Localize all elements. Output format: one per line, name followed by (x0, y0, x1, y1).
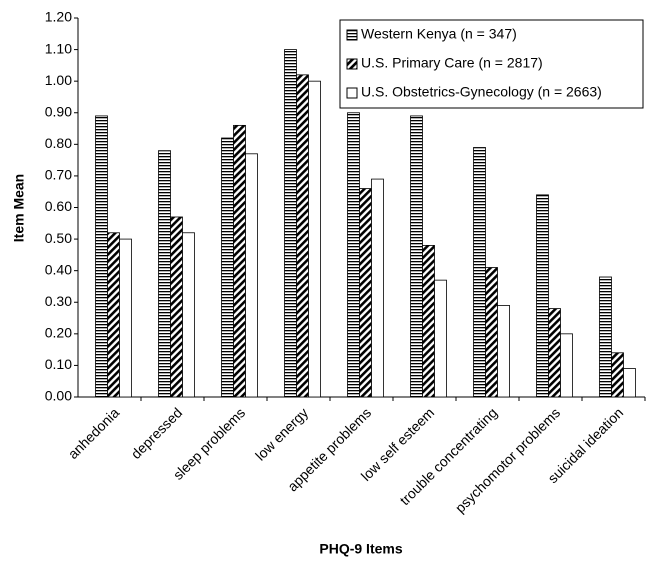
bar (107, 232, 120, 398)
x-axis-title: PHQ-9 Items (319, 541, 402, 557)
bar (497, 305, 510, 398)
bar (410, 115, 423, 398)
y-tick-label: 0.70 (45, 167, 72, 183)
bar (473, 147, 486, 398)
bar (296, 74, 309, 398)
bar (119, 238, 132, 398)
legend-swatch (346, 58, 358, 70)
bar (170, 216, 183, 398)
bar (347, 112, 360, 398)
bar (623, 368, 636, 398)
y-tick-label: 0.90 (45, 103, 72, 119)
bar (434, 279, 447, 398)
bar (221, 137, 234, 398)
legend-label: Western Kenya (n = 347) (361, 26, 517, 42)
bar (536, 194, 549, 398)
legend (339, 19, 644, 109)
y-tick-label: 0.80 (45, 135, 72, 151)
y-tick-label: 0.30 (45, 293, 72, 309)
y-tick-label: 0.50 (45, 230, 72, 246)
bar (611, 352, 624, 398)
y-tick-label: 1.00 (45, 72, 72, 88)
legend-swatch (346, 29, 358, 41)
x-tick-label: depressed (128, 404, 186, 462)
bar (422, 244, 435, 398)
bar (359, 188, 372, 398)
y-tick-label: 1.10 (45, 40, 72, 56)
x-tick-label: psychomotor problems (452, 404, 563, 515)
bar (233, 124, 246, 398)
y-tick-label: 0.60 (45, 198, 72, 214)
x-tick-label: anhedonia (65, 404, 123, 462)
y-tick-label: 0.20 (45, 325, 72, 341)
y-tick-label: 0.10 (45, 356, 72, 372)
x-tick-label: low energy (252, 404, 311, 463)
bar (308, 80, 321, 398)
bar (560, 333, 573, 398)
bar (371, 178, 384, 398)
bar (284, 49, 297, 398)
y-tick-label: 0.40 (45, 261, 72, 277)
legend-label: U.S. Obstetrics-Gynecology (n = 2663) (361, 84, 602, 100)
bar (95, 115, 108, 398)
bar (599, 276, 612, 398)
bar (245, 153, 258, 398)
bar (158, 150, 171, 398)
y-tick-label: 1.20 (45, 9, 72, 25)
bar (182, 232, 195, 398)
bar (485, 267, 498, 398)
legend-label: U.S. Primary Care (n = 2817) (361, 55, 543, 71)
bar (548, 308, 561, 398)
legend-swatch (346, 87, 358, 99)
y-axis-title: Item Mean (11, 174, 27, 242)
y-tick-label: 0.00 (45, 388, 72, 404)
